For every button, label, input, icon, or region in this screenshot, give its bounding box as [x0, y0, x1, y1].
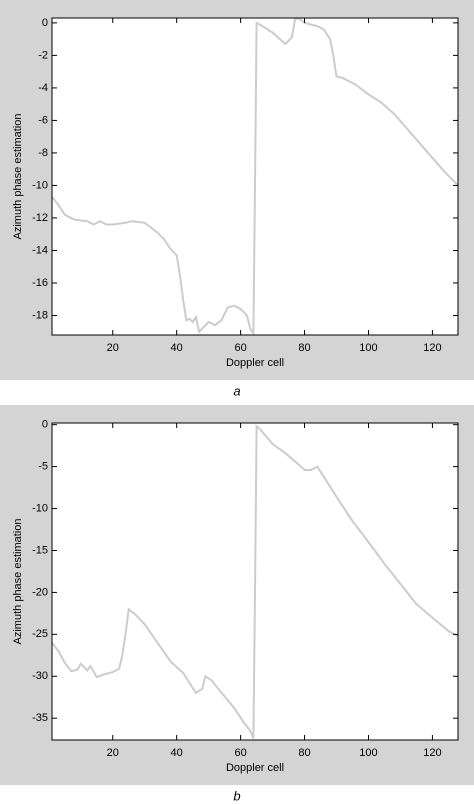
y-tick-label: -30	[32, 670, 48, 682]
data-line	[51, 424, 459, 739]
chart-panel: 0 -5 -10 -15 -20 -25 -30 -35 20 40 60 80 100 120 Doppl…	[0, 405, 474, 803]
y-tick-label: 0	[42, 17, 48, 29]
y-tick-label: -16	[32, 277, 48, 289]
x-tick-label: 120	[423, 342, 441, 354]
x-axis-label: Doppler cell	[226, 762, 284, 774]
y-tick-label: -18	[32, 309, 48, 321]
y-tick-label: -5	[38, 461, 48, 473]
y-tick-label: -6	[38, 114, 48, 126]
y-tick-label: -10	[32, 179, 48, 191]
axes-box	[51, 17, 459, 336]
y-tick-label: -8	[38, 147, 48, 159]
x-tick-label: 20	[107, 342, 119, 354]
x-tick-label: 40	[171, 342, 183, 354]
caption: a	[233, 383, 240, 398]
data-line	[51, 16, 459, 337]
y-tick-label: -20	[32, 586, 48, 598]
x-tick-label: 100	[359, 747, 377, 759]
y-tick-label: -35	[32, 712, 48, 724]
x-tick-label: 60	[234, 747, 246, 759]
y-tick-label: -15	[32, 544, 48, 556]
y-axis-label: Azimuth phase estimation	[12, 114, 24, 240]
y-tick-label: -14	[32, 244, 48, 256]
y-tick-label: -4	[38, 82, 48, 94]
x-tick-label: 100	[359, 342, 377, 354]
y-tick-label: -2	[38, 49, 48, 61]
y-tick-label: -25	[32, 628, 48, 640]
x-tick-label: 80	[298, 747, 310, 759]
caption: b	[233, 788, 240, 803]
x-tick-label: 60	[234, 342, 246, 354]
x-tick-label: 20	[107, 747, 119, 759]
x-tick-label: 40	[171, 747, 183, 759]
y-axis-label: Azimuth phase estimation	[12, 519, 24, 645]
y-tick-label: -12	[32, 212, 48, 224]
x-tick-label: 120	[423, 747, 441, 759]
y-tick-label: -10	[32, 502, 48, 514]
chart-panel: 0 -2 -4 -6 -8 -10 -12 -14 -16 -18 20 40 60 80 100 120 Do…	[0, 0, 474, 398]
axes-box	[51, 422, 459, 741]
x-axis-label: Doppler cell	[226, 357, 284, 369]
x-tick-label: 80	[298, 342, 310, 354]
y-tick-label: 0	[42, 419, 48, 431]
